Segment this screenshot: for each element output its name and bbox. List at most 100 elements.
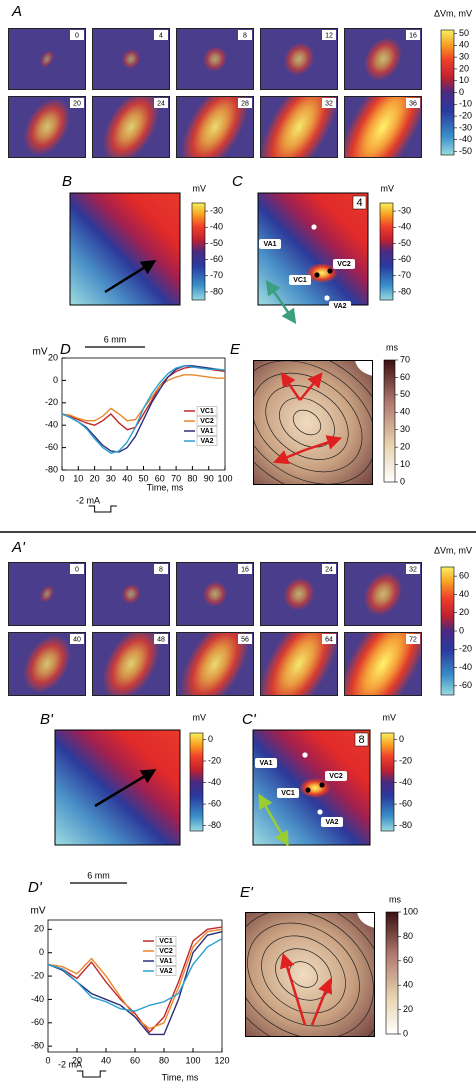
frame: 12 — [260, 28, 338, 90]
frame: 24 — [260, 562, 338, 626]
frame: 24 — [92, 96, 170, 158]
isochrone — [245, 912, 374, 1037]
frame: 8 — [176, 28, 254, 90]
map-bg — [245, 912, 375, 1037]
colorbar-tick-label: -50 — [210, 238, 223, 248]
frame-number: 40 — [73, 636, 81, 643]
frame-border — [8, 562, 86, 626]
colorbar-tick-label: -80 — [398, 286, 411, 296]
frame: 28 — [176, 96, 254, 158]
electrode-label: VA2 — [333, 303, 346, 310]
x-tick-label: 100 — [185, 1055, 200, 1065]
frame-number-bg — [70, 564, 84, 574]
frame-border — [260, 96, 338, 158]
frame-border — [344, 632, 422, 696]
arrow — [304, 435, 343, 452]
frame-number: 12 — [325, 32, 333, 39]
frame-number-bg — [406, 30, 420, 40]
electrode-label: VA1 — [259, 760, 272, 767]
electrode — [305, 787, 311, 793]
frame-spot — [202, 581, 228, 607]
frame-number-bg — [238, 98, 252, 108]
frame-border — [8, 28, 86, 90]
frame-number: 8 — [358, 734, 364, 746]
legend-box — [196, 416, 218, 426]
x-tick-label: 0 — [45, 1055, 50, 1065]
frame-number: 20 — [73, 100, 81, 107]
colorbar — [191, 202, 206, 301]
frame-border — [176, 632, 254, 696]
frame-border — [92, 632, 170, 696]
colorbar-label: mV — [193, 712, 207, 722]
isochrone — [261, 935, 346, 1014]
colorbar-tick-label: -70 — [210, 270, 223, 280]
y-tick-label: -20 — [31, 970, 44, 980]
frame-number: 56 — [241, 636, 249, 643]
series-line — [47, 938, 223, 1012]
frame-number: 32 — [325, 100, 333, 107]
frame: 4 — [92, 28, 170, 90]
legend-box — [196, 406, 218, 416]
panel-letter: D' — [28, 879, 43, 896]
frame-border — [260, 562, 338, 626]
colorbar-tick-label: -40 — [399, 777, 412, 787]
plot-frame — [47, 919, 223, 1053]
electrode-label-bg — [325, 771, 347, 781]
legend-label: VC2 — [200, 418, 214, 425]
map-border — [245, 912, 375, 1037]
colorbar-tick-label: -40 — [398, 222, 411, 232]
panel-letter: E' — [240, 884, 254, 901]
legend-box — [196, 436, 218, 446]
frame-spot — [283, 42, 315, 76]
frame-border — [176, 28, 254, 90]
x-axis-label: Time, ms — [147, 482, 184, 492]
frame-number: 36 — [409, 100, 417, 107]
x-tick-label: 40 — [101, 1055, 111, 1065]
frame-spot — [39, 50, 55, 68]
stim-spot — [306, 263, 338, 283]
x-tick-label: 30 — [106, 473, 116, 483]
legend-label: VC2 — [159, 948, 173, 955]
frame: 16 — [176, 562, 254, 626]
panel-letter: B — [62, 173, 72, 190]
colorbar-tick-label: -20 — [459, 644, 472, 654]
electrode-label-bg — [329, 301, 351, 311]
frame-border — [344, 96, 422, 158]
stim-label: -2 mA — [58, 1059, 82, 1069]
frame: 40 — [8, 632, 86, 696]
series-line — [61, 365, 226, 453]
legend-label: VA1 — [159, 958, 172, 965]
frame-spot — [180, 96, 250, 158]
frame: 0 — [8, 562, 86, 626]
frame-number: 0 — [75, 32, 79, 39]
x-axis-label: Time, ms — [162, 1072, 199, 1082]
y-tick-label: 20 — [34, 924, 44, 934]
electrode-label-bg — [259, 239, 281, 249]
y-tick-label: 20 — [48, 352, 58, 362]
stim-bracket — [76, 1070, 107, 1078]
colorbar-tick-label: -50 — [459, 146, 472, 156]
frame-number: 8 — [243, 32, 247, 39]
x-tick-label: 120 — [214, 1055, 229, 1065]
frame-number-bg — [238, 634, 252, 644]
colorbar-tick-label: 40 — [403, 980, 413, 990]
x-tick-label: 20 — [90, 473, 100, 483]
frame: 0 — [8, 28, 86, 90]
x-tick-label: 60 — [155, 473, 165, 483]
isochrone — [245, 912, 375, 1037]
legend-box — [155, 936, 177, 946]
frame-spot — [121, 49, 141, 69]
arrow — [258, 793, 289, 847]
frame-number-bg — [352, 195, 367, 210]
colorbar-label: mV — [193, 183, 207, 193]
frame-border — [8, 96, 86, 158]
map-bg — [253, 360, 373, 485]
frame: 16 — [344, 28, 422, 90]
panel-letter: D — [60, 341, 71, 358]
frame-number: 28 — [241, 100, 249, 107]
electrode — [327, 268, 333, 274]
electrode-label: VC1 — [293, 277, 307, 284]
colorbar-tick-label: -60 — [399, 798, 412, 808]
electrode — [324, 295, 330, 301]
